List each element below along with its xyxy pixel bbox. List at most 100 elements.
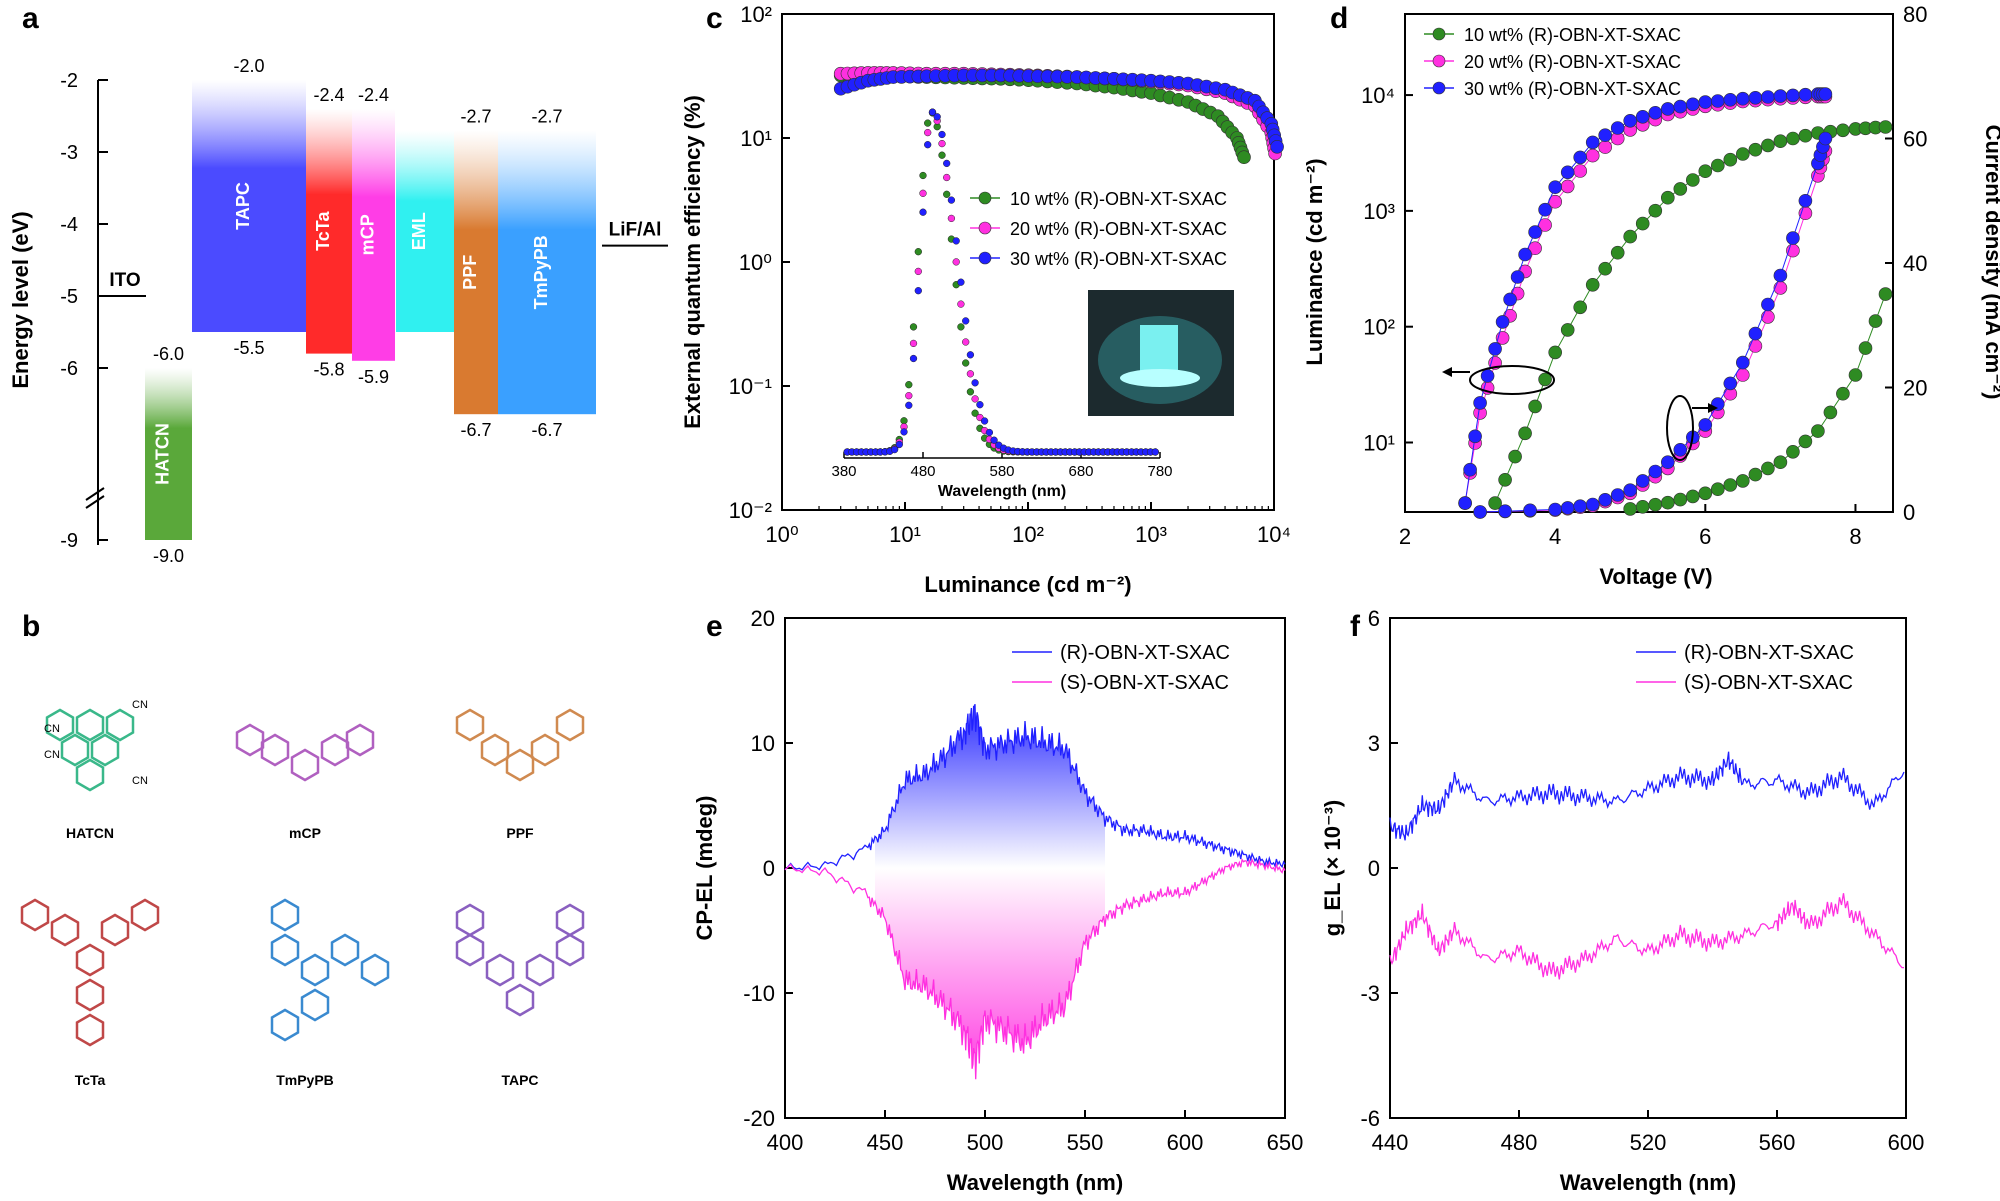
device-photo-pixel xyxy=(1140,325,1178,377)
molecule-ring xyxy=(75,708,105,742)
luminance-data-point xyxy=(1538,372,1552,387)
molecule-ring xyxy=(270,898,300,932)
luminance-data-point xyxy=(1673,99,1688,114)
energy-level-diagram: Energy level (eV) -2 -3 -4 -5 -6 -9 ITO HATCN -… xyxy=(8,56,668,566)
jvl-x-tick-label: 8 xyxy=(1849,524,1861,549)
molecule-ring xyxy=(505,748,535,782)
luminance-data-point xyxy=(1635,110,1650,124)
luminance-data-point xyxy=(1548,345,1562,360)
current-data-point xyxy=(1761,461,1775,476)
energy-band-label: TcTa xyxy=(313,211,333,251)
energy-band-hatcn xyxy=(145,368,192,540)
current-data-point xyxy=(1498,504,1512,519)
energy-axis-tick-label: -4 xyxy=(60,214,78,236)
jvl-right-y-tick-label: 40 xyxy=(1903,251,1927,276)
cpel-area-fill xyxy=(875,868,1105,1080)
molecule-ring xyxy=(330,933,360,967)
homo-lumo-value: -6.7 xyxy=(460,420,491,440)
gel-x-tick-label: 480 xyxy=(1501,1130,1538,1155)
homo-lumo-value: -2.4 xyxy=(313,85,344,105)
energy-band-mcp xyxy=(352,108,395,361)
eqe-data-point xyxy=(1237,150,1251,164)
panel-letter-c: c xyxy=(706,2,723,35)
current-data-point xyxy=(1673,492,1688,507)
cpel-x-tick-label: 400 xyxy=(767,1130,804,1155)
energy-band-tmpypb xyxy=(498,130,596,415)
current-data-point xyxy=(1623,502,1637,516)
energy-band-label: HATCN xyxy=(153,423,173,485)
luminance-data-point xyxy=(1610,245,1625,260)
gel-y-tick-label: -6 xyxy=(1360,1106,1380,1131)
current-data-point xyxy=(1736,355,1750,370)
cpel-y-label: CP-EL (mdeg) xyxy=(692,795,717,940)
molecule-ring xyxy=(530,733,560,767)
luminance-data-point xyxy=(1518,426,1532,441)
current-data-point xyxy=(1761,310,1775,324)
homo-lumo-value: -6.7 xyxy=(531,420,562,440)
luminance-ellipse xyxy=(1469,365,1555,395)
gel-legend-label: (R)-OBN-XT-SXAC xyxy=(1684,642,1854,664)
eqe-x-tick-label: 10⁰ xyxy=(765,522,798,547)
gel-y-tick-label: 3 xyxy=(1368,731,1380,756)
jvl-legend-marker xyxy=(1432,81,1446,95)
molecule-ring xyxy=(300,953,330,987)
inset-x-tick-label: 680 xyxy=(1068,463,1093,480)
luminance-data-point xyxy=(1723,93,1738,107)
luminance-data-point xyxy=(1773,134,1788,148)
inset-spectrum-point xyxy=(933,113,941,121)
current-data-point xyxy=(1473,505,1487,519)
cpel-area-fill xyxy=(875,704,1105,868)
jvl-legend-label: 30 wt% (R)-OBN-XT-SXAC xyxy=(1464,79,1681,99)
axis-break-mark xyxy=(85,495,105,509)
eqe-x-tick-label: 10¹ xyxy=(889,522,921,547)
inset-x-label: Wavelength (nm) xyxy=(938,483,1066,500)
inset-spectrum-point xyxy=(909,339,918,348)
molecule-ring xyxy=(75,978,105,1012)
jvl-legend-label: 20 wt% (R)-OBN-XT-SXAC xyxy=(1464,52,1681,72)
molecule-ring xyxy=(260,733,290,767)
inset-spectrum-point xyxy=(909,323,918,331)
gel-x-tick-label: 560 xyxy=(1759,1130,1796,1155)
current-data-point xyxy=(1585,497,1600,512)
energy-axis-tick-label: -2 xyxy=(60,70,78,92)
eqe-y-tick-label: 10⁰ xyxy=(739,250,772,275)
gel-x-tick-label: 440 xyxy=(1372,1130,1409,1155)
molecular-structures: HATCN mCP PPF TcTa TmPyPB TAPC CN CN CN CN xyxy=(20,699,585,1088)
eqe-legend-marker xyxy=(978,251,992,265)
luminance-data-point xyxy=(1585,277,1600,292)
current-data-point xyxy=(1878,287,1893,301)
inset-spectrum-point xyxy=(938,130,946,139)
inset-spectrum-point xyxy=(905,392,913,400)
luminance-data-point xyxy=(1538,202,1552,217)
cpel-y-tick-label: 10 xyxy=(751,731,775,756)
molecule-ring xyxy=(455,708,485,742)
energy-band-tcta xyxy=(306,108,352,354)
jvl-left-y-label: Luminance (cd m⁻²) xyxy=(1302,158,1327,365)
molecule-name-tcta: TcTa xyxy=(75,1072,106,1088)
inset-spectrum-point xyxy=(971,409,979,417)
panel-letter-f: f xyxy=(1350,610,1361,643)
inset-spectrum-point xyxy=(971,395,979,403)
luminance-data-point xyxy=(1598,140,1612,154)
jvl-x-tick-label: 6 xyxy=(1699,524,1711,549)
device-photo-reflection xyxy=(1120,369,1200,387)
inset-spectrum-point xyxy=(938,151,946,159)
current-data-point xyxy=(1673,442,1688,457)
luminance-data-point xyxy=(1818,87,1833,101)
molecule-ring xyxy=(75,1013,105,1047)
gel-chart: g_EL (× 10⁻³) Wavelength (nm) 440 480 520 5… xyxy=(1320,606,1924,1195)
inset-spectrum-point xyxy=(943,159,951,168)
current-data-point xyxy=(1798,434,1813,449)
luminance-data-point xyxy=(1736,91,1750,106)
molecule-ring xyxy=(290,748,320,782)
current-curve xyxy=(1480,138,1826,513)
luminance-data-point xyxy=(1623,229,1637,244)
energy-band-label: PPF xyxy=(460,255,480,290)
luminance-data-point xyxy=(1686,97,1700,112)
luminance-data-point xyxy=(1661,190,1675,205)
luminance-data-point xyxy=(1573,164,1587,178)
luminance-data-point xyxy=(1510,270,1525,284)
device-photo xyxy=(1088,290,1234,416)
molecule-ring xyxy=(270,1008,300,1042)
current-data-point xyxy=(1818,131,1833,146)
